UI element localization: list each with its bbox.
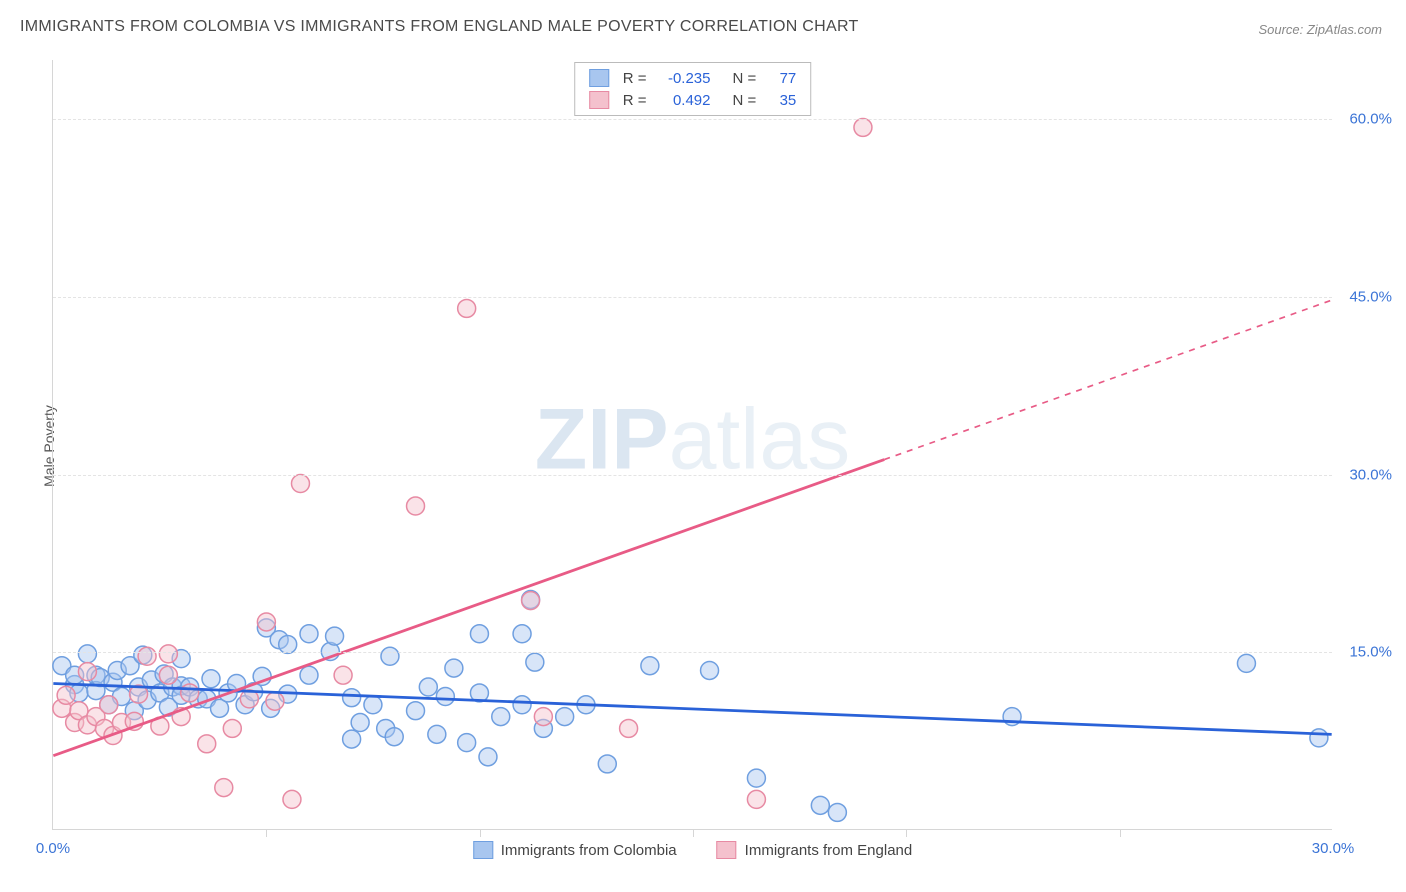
swatch-england-bottom [717, 841, 737, 859]
plot-area: ZIPatlas R = -0.235 N = 77 R = 0.492 N =… [52, 60, 1332, 830]
grid-line [53, 297, 1332, 298]
chart-title: IMMIGRANTS FROM COLOMBIA VS IMMIGRANTS F… [20, 18, 859, 36]
legend-item-england: Immigrants from England [717, 841, 913, 859]
y-tick-label: 45.0% [1337, 288, 1392, 305]
y-tick-label: 30.0% [1337, 466, 1392, 483]
y-tick-label: 60.0% [1337, 111, 1392, 128]
grid-line [53, 119, 1332, 120]
grid-line [53, 652, 1332, 653]
x-tick-minor [480, 829, 481, 837]
x-tick-label: 30.0% [1312, 840, 1355, 857]
legend-item-colombia: Immigrants from Colombia [473, 841, 677, 859]
x-tick-minor [1120, 829, 1121, 837]
x-tick-minor [693, 829, 694, 837]
grid-line [53, 475, 1332, 476]
swatch-colombia-bottom [473, 841, 493, 859]
series-legend: Immigrants from Colombia Immigrants from… [473, 841, 912, 859]
x-tick-minor [906, 829, 907, 837]
legend-label-colombia: Immigrants from Colombia [501, 842, 677, 859]
chart-container: IMMIGRANTS FROM COLOMBIA VS IMMIGRANTS F… [0, 0, 1406, 892]
x-tick-label: 0.0% [36, 840, 70, 857]
x-tick-minor [266, 829, 267, 837]
source-attribution: Source: ZipAtlas.com [1258, 22, 1382, 37]
y-tick-label: 15.0% [1337, 644, 1392, 661]
legend-label-england: Immigrants from England [745, 842, 913, 859]
chart-svg [53, 60, 1332, 829]
